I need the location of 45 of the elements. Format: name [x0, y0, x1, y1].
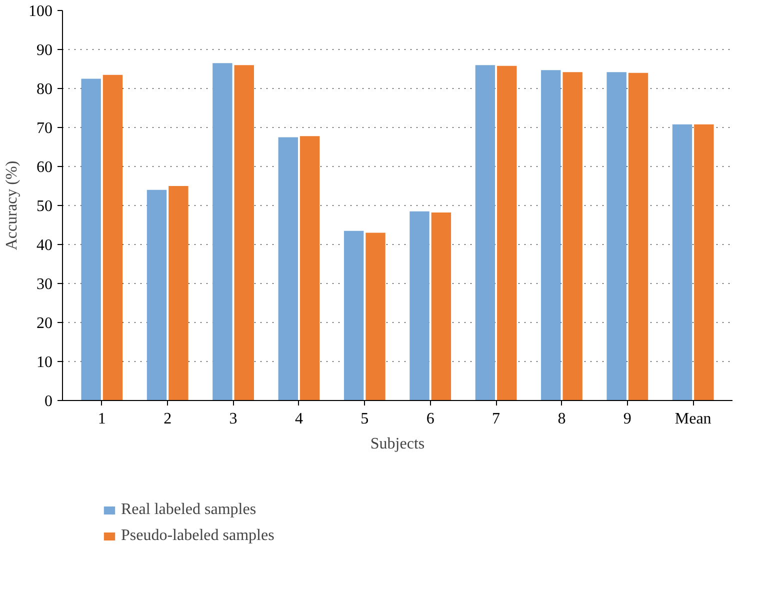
y-tick-label: 40 — [36, 237, 52, 254]
y-tick-label: 30 — [36, 276, 52, 293]
bar — [497, 66, 517, 400]
bar — [344, 230, 364, 400]
bar — [81, 78, 101, 400]
x-tick-label: 3 — [229, 410, 238, 428]
bar — [278, 137, 298, 400]
bar — [606, 72, 626, 400]
bar — [234, 65, 254, 400]
x-tick-label: 5 — [360, 410, 369, 428]
bar — [168, 186, 188, 400]
bar — [694, 124, 714, 400]
y-tick-label: 90 — [36, 42, 52, 59]
x-tick-label: 8 — [558, 410, 566, 428]
y-tick-label: 100 — [28, 3, 52, 20]
y-tick-label: 60 — [36, 159, 52, 176]
x-tick-label: 7 — [492, 410, 500, 428]
y-tick-label: 50 — [36, 198, 52, 215]
x-axis-title: Subjects — [370, 436, 425, 452]
bar — [366, 232, 386, 400]
x-tick-label: Mean — [674, 410, 712, 428]
bar — [672, 124, 692, 400]
x-tick-label: 1 — [98, 410, 106, 428]
x-tick-label: 2 — [164, 410, 172, 428]
x-tick-label: 6 — [426, 410, 434, 428]
bar — [146, 190, 167, 400]
y-tick-label: 10 — [36, 354, 52, 371]
y-tick-label: 20 — [36, 315, 52, 332]
bar — [628, 72, 648, 400]
bar — [541, 70, 561, 400]
y-tick-label: 70 — [36, 120, 52, 137]
y-tick-label: 80 — [36, 81, 52, 98]
bar — [431, 212, 452, 400]
x-tick-label: 9 — [623, 410, 632, 428]
x-tick-label: 4 — [294, 410, 303, 428]
bar — [410, 211, 430, 400]
legend-label: Pseudo-labeled samples — [121, 527, 274, 545]
y-axis-title: Accuracy (%) — [4, 160, 20, 250]
bar — [212, 63, 232, 400]
bar — [102, 74, 123, 400]
bar — [300, 136, 320, 400]
y-tick-label: 0 — [44, 393, 52, 410]
bar — [562, 72, 582, 400]
legend-label: Real labeled samples — [121, 501, 256, 519]
bar — [475, 65, 496, 400]
